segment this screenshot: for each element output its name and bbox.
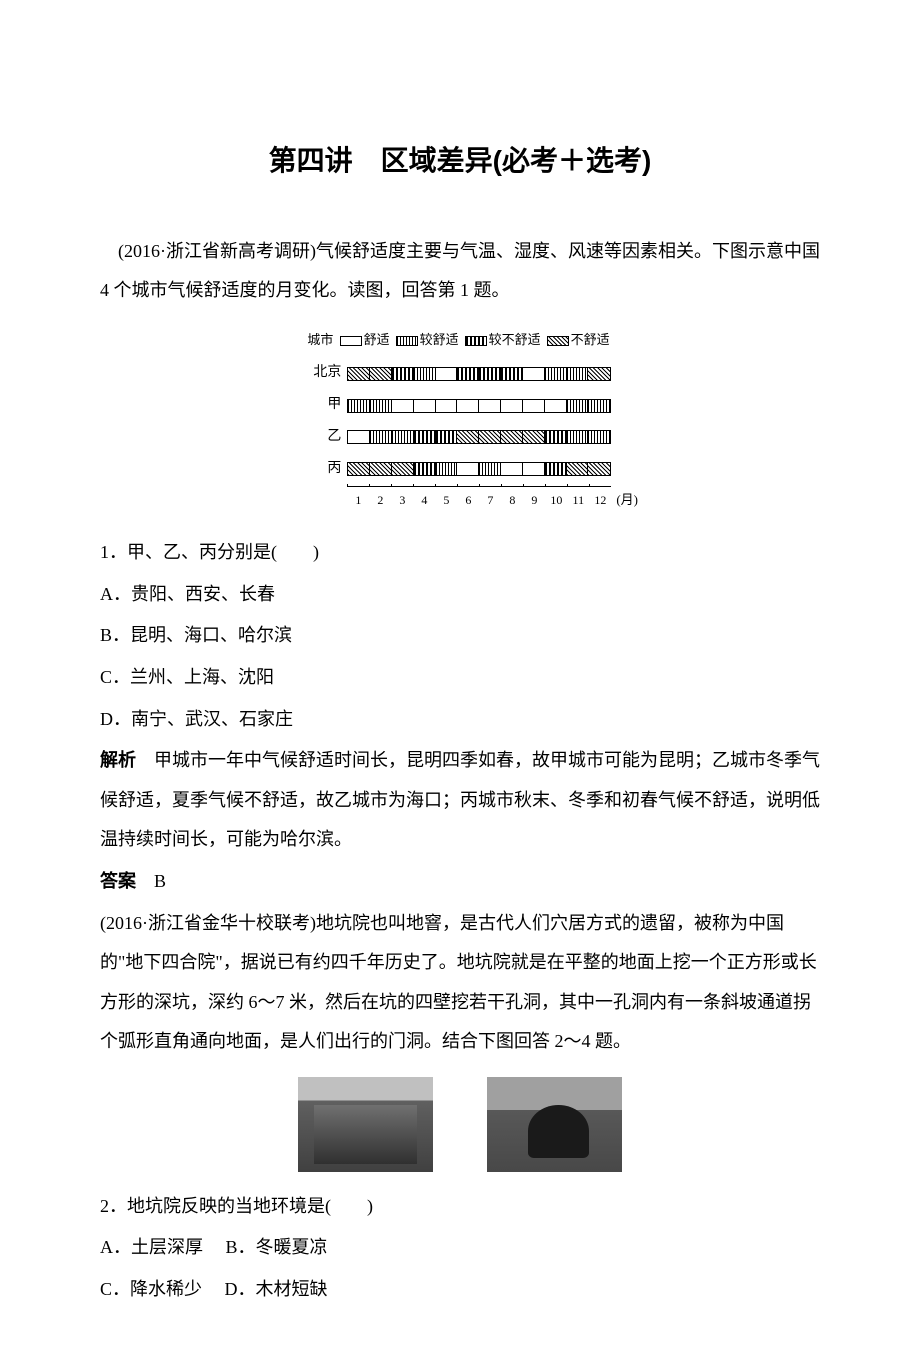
q1-option-b: B．昆明、海口、哈尔滨: [100, 616, 820, 656]
legend-title: 城市: [307, 332, 333, 347]
legend-item: 较舒适: [396, 326, 459, 355]
chart-row-label: 丙: [307, 454, 347, 485]
chart-row-label: 乙: [307, 422, 347, 453]
photo-row: [100, 1077, 820, 1172]
passage2-intro: (2016·浙江省金华十校联考)地坑院也叫地窨，是古代人们穴居方式的遗留，被称为…: [100, 904, 820, 1062]
q2-option-b: B．冬暖夏凉: [226, 1237, 328, 1257]
answer-label: 答案: [100, 871, 136, 891]
chart-axis: 123456789101112 (月): [347, 486, 611, 515]
explanation-text: 甲城市一年中气候舒适时间长，昆明四季如春，故甲城市可能为昆明；乙城市冬季气候舒适…: [100, 750, 820, 849]
q2-options-row1: A．土层深厚 B．冬暖夏凉: [100, 1228, 820, 1268]
q1-option-c: C．兰州、上海、沈阳: [100, 658, 820, 698]
chart-legend: 城市 舒适较舒适较不舒适不舒适: [307, 326, 612, 355]
q2-option-d: D．木材短缺: [225, 1279, 328, 1299]
q1-option-a: A．贵阳、西安、长春: [100, 575, 820, 615]
q1-option-d: D．南宁、武汉、石家庄: [100, 700, 820, 740]
q1-answer: 答案 B: [100, 862, 820, 902]
page-title: 第四讲 区域差异(必考＋选考): [100, 130, 820, 192]
q2-stem: 2．地坑院反映的当地环境是( ): [100, 1187, 820, 1227]
q2-option-c: C．降水稀少: [100, 1279, 202, 1299]
legend-item: 舒适: [340, 326, 390, 355]
passage1-intro: (2016·浙江省新高考调研)气候舒适度主要与气温、湿度、风速等因素相关。下图示…: [100, 232, 820, 311]
photo-entrance: [487, 1077, 622, 1172]
chart-row-label: 北京: [307, 358, 347, 389]
q1-stem: 1．甲、乙、丙分别是( ): [100, 533, 820, 573]
legend-item: 较不舒适: [465, 326, 541, 355]
q2-options-row2: C．降水稀少 D．木材短缺: [100, 1270, 820, 1310]
legend-item: 不舒适: [547, 326, 610, 355]
chart-row-label: 甲: [307, 390, 347, 421]
chart-row: 丙: [307, 454, 612, 485]
chart-row: 北京: [307, 358, 612, 389]
explanation-label: 解析: [100, 750, 136, 770]
answer-text: B: [136, 871, 166, 891]
q1-explanation: 解析 甲城市一年中气候舒适时间长，昆明四季如春，故甲城市可能为昆明；乙城市冬季气…: [100, 741, 820, 860]
photo-courtyard: [298, 1077, 433, 1172]
chart-row: 乙: [307, 422, 612, 453]
chart-row: 甲: [307, 390, 612, 421]
q2-option-a: A．土层深厚: [100, 1237, 203, 1257]
axis-label: (月): [616, 486, 638, 515]
climate-chart: 城市 舒适较舒适较不舒适不舒适 北京甲乙丙 123456789101112 (月…: [100, 326, 820, 518]
